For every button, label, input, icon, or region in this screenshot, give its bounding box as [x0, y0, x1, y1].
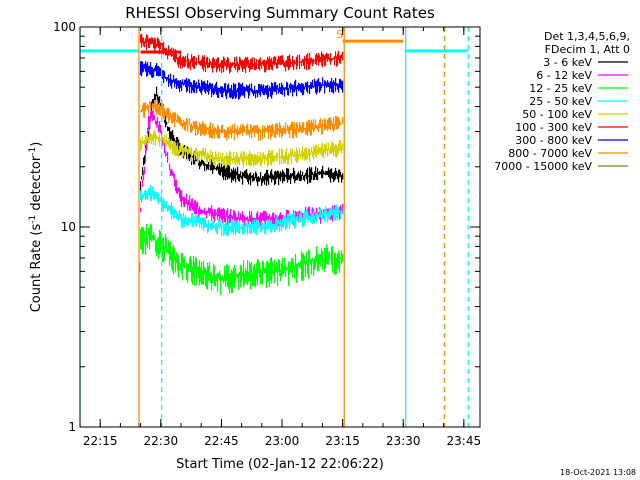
series-layer	[138, 33, 344, 427]
x-axis-label: Start Time (02-Jan-12 22:06:22)	[176, 457, 384, 472]
legend-header-line1: Det 1,3,4,5,6,9,	[544, 30, 630, 43]
axes-layer: 22:15 22:30 22:45 23:00 23:15 23:30 23:45 1 10 10…	[53, 20, 481, 448]
chart-title: RHESSI Observing Summary Count Rates	[125, 4, 435, 22]
y-tick-label: 1	[68, 420, 76, 434]
legend-entry-label: 12 - 25 keV	[529, 82, 592, 95]
y-axis-label-sup: -1	[28, 215, 38, 224]
legend-entry-label: 25 - 50 keV	[529, 95, 592, 108]
legend-entry-label: 7000 - 15000 keV	[494, 160, 592, 173]
marks-layer: S	[80, 27, 469, 427]
x-tick-label: 22:30	[144, 434, 179, 448]
y-axis-label: Count Rate (s-1 detector-1)	[28, 142, 44, 313]
y-tick-label: 100	[53, 20, 76, 34]
series-line-6	[140, 61, 344, 100]
series-line-5	[140, 33, 344, 74]
legend-entry-label: 100 - 300 keV	[515, 121, 592, 134]
y-axis-label-part: detector	[29, 155, 44, 215]
x-tick-label: 22:15	[83, 434, 118, 448]
legend-entry-label: 50 - 100 keV	[522, 108, 592, 121]
y-axis-label-part: Count Rate (s	[29, 224, 44, 313]
x-tick-label: 22:45	[204, 434, 239, 448]
legend-entry-label: 6 - 12 keV	[536, 69, 592, 82]
series-line-2	[140, 223, 344, 296]
y-tick-label: 10	[61, 220, 76, 234]
x-tick-label: 23:30	[386, 434, 421, 448]
series-line-3	[140, 185, 344, 236]
footer-timestamp: 18-Oct-2021 13:08	[560, 468, 636, 477]
x-tick-label: 23:45	[447, 434, 482, 448]
legend-entry-label: 800 - 7000 keV	[508, 147, 592, 160]
annotation-0: S	[336, 28, 343, 41]
x-tick-label: 23:15	[325, 434, 360, 448]
series-line-7	[140, 99, 344, 141]
legend-entry-label: 300 - 800 keV	[515, 134, 592, 147]
y-axis-label-part: )	[29, 142, 44, 147]
legend: Det 1,3,4,5,6,9, FDecim 1, Att 0 3 - 6 k…	[494, 30, 630, 173]
legend-header-line2: FDecim 1, Att 0	[545, 43, 630, 56]
series-line-4	[140, 129, 344, 168]
legend-entry-label: 3 - 6 keV	[543, 56, 592, 69]
x-tick-label: 23:00	[265, 434, 300, 448]
y-axis-label-sup: -1	[28, 147, 38, 156]
